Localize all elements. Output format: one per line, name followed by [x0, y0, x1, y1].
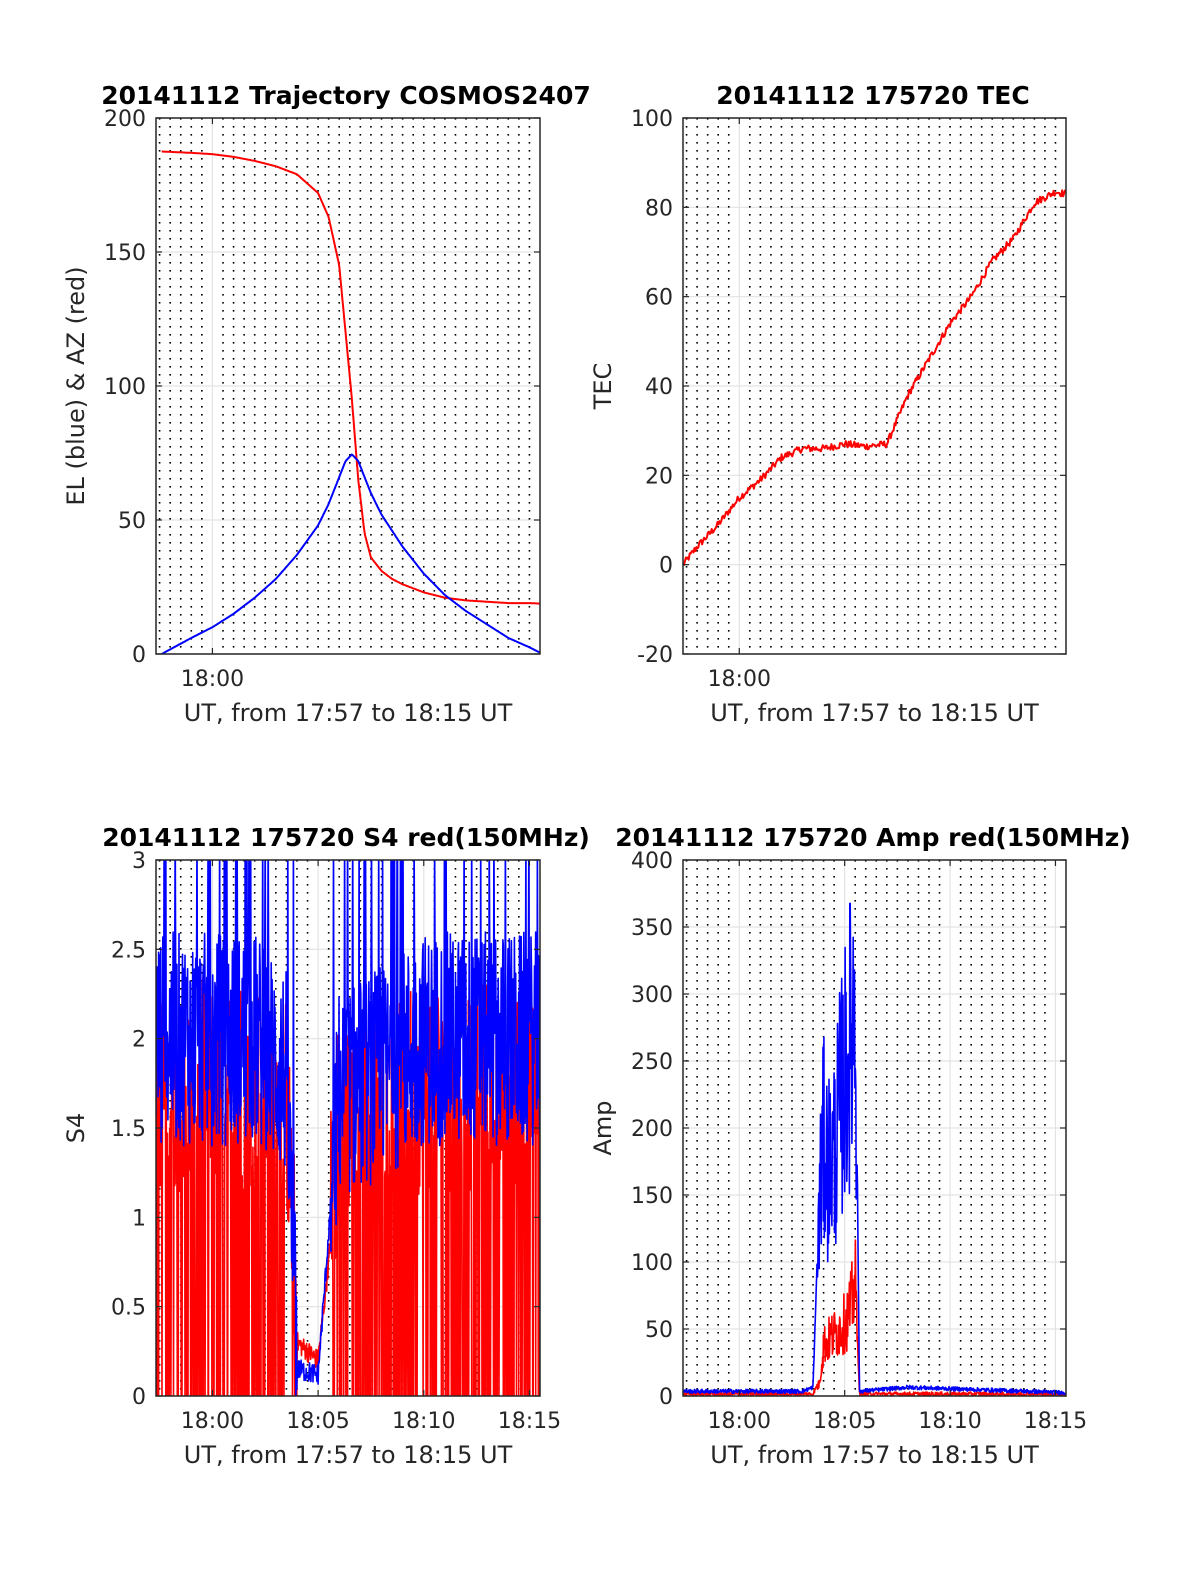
y-tick-label: 0	[132, 1385, 146, 1410]
y-tick-label: 1.5	[111, 1117, 146, 1142]
panel-1: 0 50 100 150 200 18:00 20141112 Trajectory COS…	[62, 81, 591, 727]
y-tick-label: 50	[118, 509, 146, 534]
y-tick-label: 200	[104, 107, 146, 132]
series-group	[161, 150, 540, 654]
y-tick-label: 100	[631, 107, 673, 132]
y-tick-label: 150	[631, 1184, 673, 1209]
y-tick-label: 80	[645, 196, 673, 221]
x-axis-label: UT, from 17:57 to 18:15 UT	[184, 1441, 513, 1469]
y-tick-label: 100	[104, 375, 146, 400]
x-axis-label: UT, from 17:57 to 18:15 UT	[184, 699, 513, 727]
series-line-2	[683, 902, 1066, 1396]
series-group	[683, 189, 1066, 566]
chart-title: 20141112 Trajectory COSMOS2407	[101, 81, 591, 110]
y-tick-label: 400	[631, 849, 673, 874]
x-tick-label: 18:00	[708, 1409, 771, 1434]
y-tick-label: 2	[132, 1028, 146, 1053]
y-tick-label: 60	[645, 286, 673, 311]
y-tick-label: 0.5	[111, 1296, 146, 1321]
series-line-2	[156, 860, 540, 1396]
x-tick-label: 18:00	[181, 667, 244, 692]
y-tick-label: 250	[631, 1050, 673, 1075]
panel-3: 0 0.5 1 1.5 2 2.5 3 18:00 18:05 18:10 18:15 2014111…	[62, 823, 590, 1469]
y-tick-label: 1	[132, 1206, 146, 1231]
y-tick-label: 350	[631, 916, 673, 941]
y-tick-label: 300	[631, 983, 673, 1008]
x-tick-label: 18:00	[181, 1409, 244, 1434]
panel-4: 0 50 100 150 200 250 300 350 400 18:00 18:05 18:10 1…	[589, 823, 1131, 1469]
y-axis-label: EL (blue) & AZ (red)	[62, 266, 90, 505]
x-tick-label: 18:05	[286, 1409, 349, 1434]
y-tick-label: 3	[132, 849, 146, 874]
x-tick-label: 18:10	[392, 1409, 455, 1434]
y-axis-label: Amp	[589, 1100, 617, 1155]
x-tick-label: 18:15	[1024, 1409, 1087, 1434]
y-tick-label: 20	[645, 464, 673, 489]
series-line-1	[683, 189, 1066, 566]
chart-title: 20141112 175720 TEC	[716, 81, 1029, 110]
chart-title: 20141112 175720 Amp red(150MHz)	[615, 823, 1131, 852]
series-group	[156, 860, 540, 1396]
series-line-1	[161, 150, 540, 605]
chart-title: 20141112 175720 S4 red(150MHz)	[102, 823, 590, 852]
y-tick-label: 40	[645, 375, 673, 400]
y-tick-label: 100	[631, 1251, 673, 1276]
x-tick-label: 18:15	[498, 1409, 561, 1434]
x-tick-label: 18:05	[813, 1409, 876, 1434]
y-tick-label: 0	[659, 1385, 673, 1410]
series-line-2	[161, 453, 540, 654]
y-axis-label: S4	[62, 1113, 90, 1144]
y-tick-label: 2.5	[111, 938, 146, 963]
y-tick-label: 200	[631, 1117, 673, 1142]
x-tick-label: 18:00	[708, 667, 771, 692]
y-tick-label: 0	[132, 643, 146, 668]
y-tick-label: -20	[637, 643, 673, 668]
y-tick-label: 0	[659, 554, 673, 579]
y-axis-label: TEC	[589, 363, 617, 411]
y-tick-label: 50	[645, 1318, 673, 1343]
x-axis-label: UT, from 17:57 to 18:15 UT	[710, 699, 1039, 727]
x-axis-label: UT, from 17:57 to 18:15 UT	[710, 1441, 1039, 1469]
x-tick-label: 18:10	[918, 1409, 981, 1434]
y-tick-label: 150	[104, 241, 146, 266]
panel-2: -20 0 20 40 60 80 100 18:00 20141112 175720 TEC U…	[589, 81, 1067, 727]
